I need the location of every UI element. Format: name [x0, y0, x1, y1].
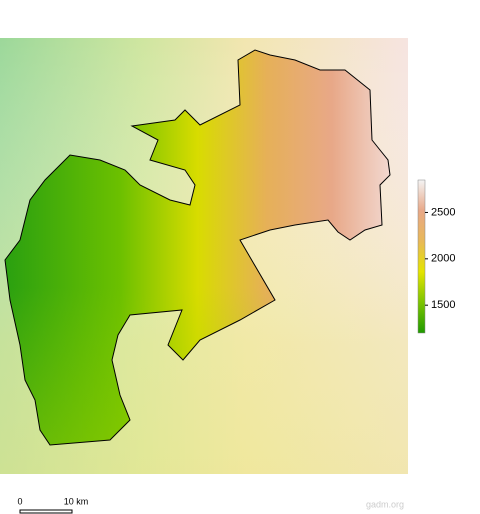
colorbar-tick-label: 2000: [431, 253, 455, 265]
region: [4, 49, 391, 446]
scale-bar: 0 10 km: [17, 496, 89, 514]
scale-start: 0: [17, 496, 22, 506]
colorbar-scale: [417, 179, 426, 334]
scale-end: 10 km: [64, 496, 89, 506]
colorbar-tick-label: 1500: [431, 299, 455, 311]
credit: gadm.org: [366, 499, 404, 509]
colorbar: 1500 2000 2500: [417, 179, 455, 334]
region-border: [4, 49, 391, 446]
scale-bar-rect: [19, 509, 73, 514]
colorbar-tick-label: 2500: [431, 206, 455, 218]
